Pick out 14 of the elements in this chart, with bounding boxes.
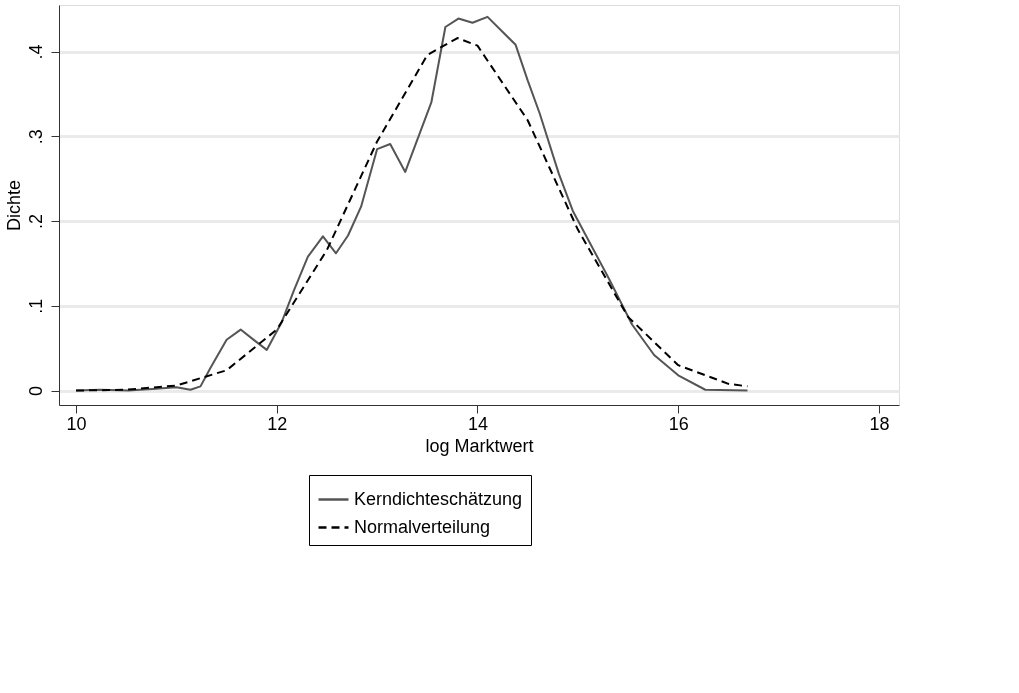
x-tick-label: 12 <box>267 413 288 434</box>
x-tick-label: 16 <box>668 413 689 434</box>
y-tick-label: .1 <box>25 298 46 314</box>
y-tick-label: .3 <box>25 129 46 145</box>
y-tick-label: .2 <box>25 214 46 230</box>
y-axis-title: Dichte <box>3 179 24 232</box>
y-tick-label: .4 <box>25 44 46 60</box>
legend-label: Kerndichteschätzung <box>354 488 523 509</box>
legend-label: Normalverteilung <box>354 516 491 537</box>
x-tick-label: 14 <box>467 413 489 434</box>
x-axis-title: log Marktwert <box>425 435 534 456</box>
x-tick-label: 18 <box>869 413 890 434</box>
y-tick-label: 0 <box>25 386 46 397</box>
x-tick-label: 10 <box>66 413 87 434</box>
